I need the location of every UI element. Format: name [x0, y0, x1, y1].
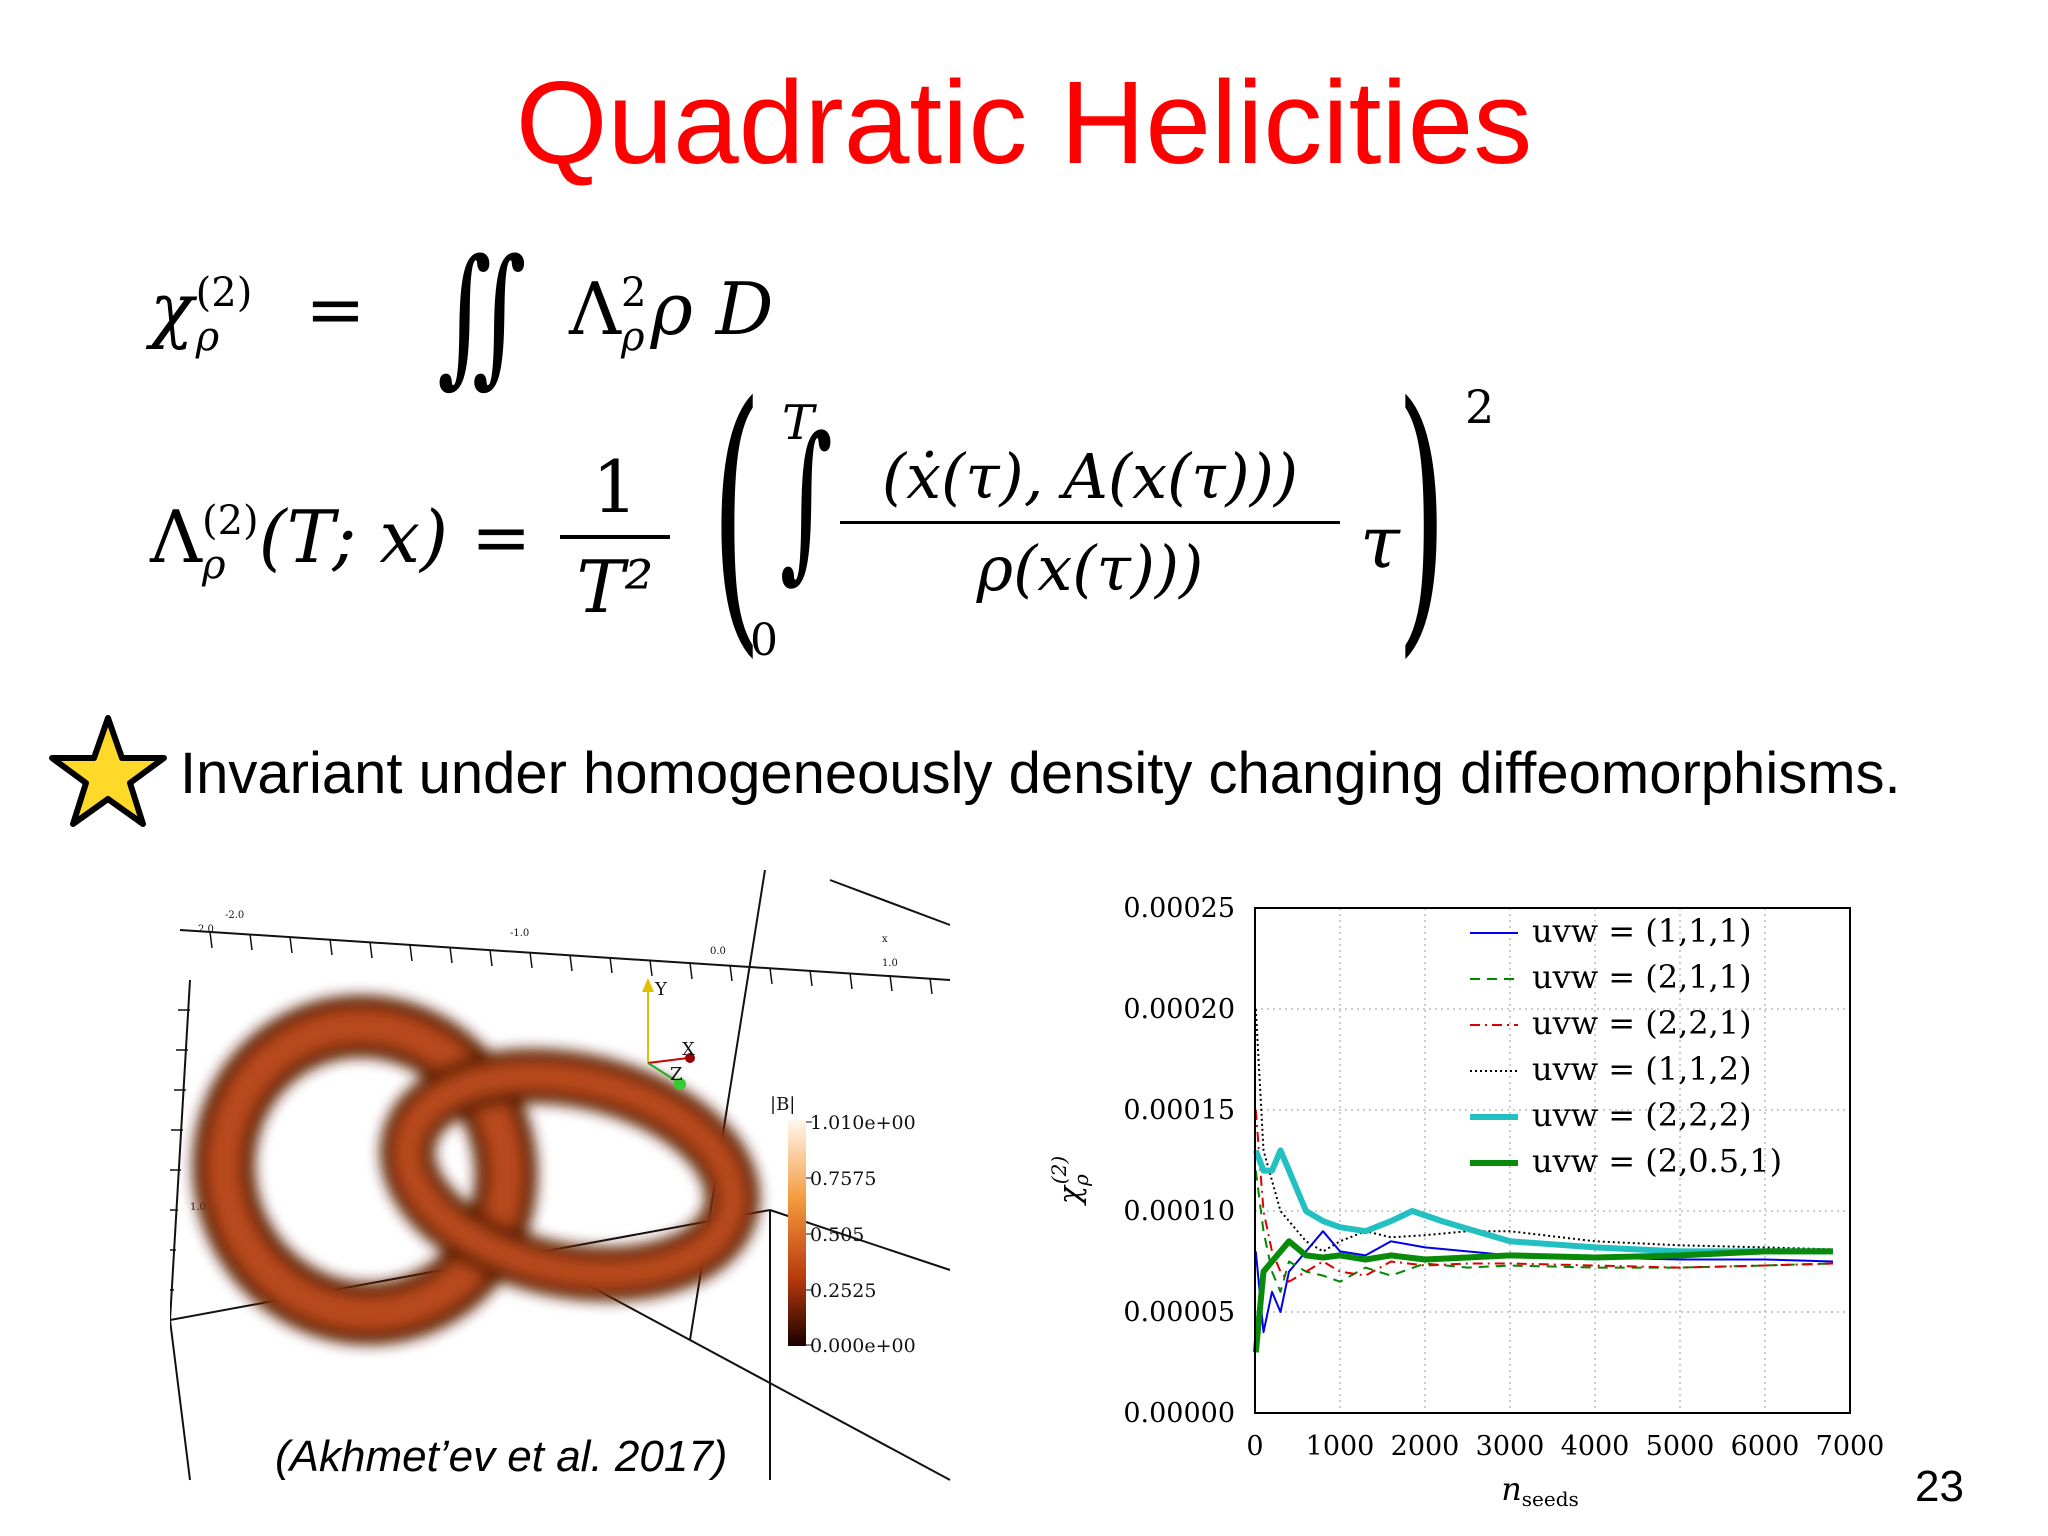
linked-tori: [192, 995, 760, 1345]
x-axis-label: nseeds: [1501, 1470, 1579, 1511]
y-tick-label: 0.00025: [1123, 893, 1235, 924]
colorbar-tick-3: 0.2525: [810, 1280, 876, 1302]
x-tick-label: 1000: [1306, 1431, 1375, 1462]
star-icon: [49, 715, 167, 827]
y-axis-label: χρ(2): [1047, 1156, 1093, 1206]
eq2-integral-lower: 0: [750, 615, 778, 666]
eq1-lhs-symbol: χ: [150, 267, 194, 351]
x-tick-label: 0: [1246, 1431, 1263, 1462]
y-tick-label: 0.00005: [1123, 1297, 1235, 1328]
triad-z-label: Z: [670, 1064, 683, 1085]
eq2-integral: T: [782, 395, 815, 451]
colorbar-tick-4: 0.000e+00: [810, 1335, 916, 1357]
eq1-body-sub: ρ: [621, 314, 645, 360]
x-tick-label: 5000: [1646, 1431, 1715, 1462]
convergence-chart: 0.00000 0.00005 0.00010 0.00015 0.00020 0.000…: [1047, 893, 1884, 1511]
series-line-2: [1254, 1109, 1834, 1283]
triad-y-label: Y: [654, 979, 668, 1000]
chart-legend: uvw = (1,1,1) uvw = (2,1,1) uvw = (2,2,1) u…: [1470, 912, 1782, 1180]
eq2-right-paren: ): [1396, 346, 1448, 683]
axis-label-1: -1.0: [510, 928, 529, 939]
y-tick-label: 0.00020: [1123, 994, 1235, 1025]
x-tick-label: 7000: [1816, 1431, 1885, 1462]
legend-entry: uvw = (2,1,1): [1532, 958, 1752, 996]
triad-x-label: X: [682, 1039, 695, 1060]
x-axis-ticks: 0 1000 2000 3000 4000 5000 6000 7000: [1246, 1431, 1884, 1462]
y-axis-ticks: 0.00000 0.00005 0.00010 0.00015 0.00020 0.000…: [1123, 893, 1235, 1429]
colorbar-tick-0: 1.010e+00: [810, 1112, 916, 1134]
series-line-1: [1254, 1170, 1834, 1293]
eq2-lhs-sub: ρ: [202, 542, 226, 588]
series-line-4: [1252, 1147, 1833, 1255]
y-tick-label: 0.00010: [1123, 1196, 1235, 1227]
eq2-lhs-symbol: Λ: [150, 495, 202, 579]
axis-label-4: 2.0: [198, 924, 214, 935]
eq2-frac-num: 1: [592, 445, 638, 529]
axis-ticks: [170, 931, 933, 1291]
axis-triad: Y X Z: [642, 978, 695, 1090]
y-tick-label: 0.00015: [1123, 1095, 1235, 1126]
eq1-double-integral: ∬: [437, 228, 527, 402]
torus-render-figure: -2.0 -1.0 0.0 1.0 2.0 x 1.0 Y X Z |B|: [170, 870, 951, 1481]
equation-lambda: Λ (2) ρ (T; x) = 1 T² ( ) T ∫ 0 (ẋ(τ), A(x(…: [150, 370, 1500, 700]
eq2-lhs-args: (T; x) =: [258, 495, 532, 579]
colorbar-title: |B|: [770, 1094, 795, 1115]
page-number: 23: [1915, 1462, 1964, 1511]
legend-entry: uvw = (2,2,1): [1532, 1004, 1752, 1042]
chart-series: [1252, 1008, 1834, 1353]
y-tick-label: 0.00000: [1123, 1398, 1235, 1429]
eq1-lhs-sup: (2): [195, 270, 253, 316]
eq2-frac-den: T²: [576, 545, 654, 629]
citation: (Akhmet’ev et al. 2017): [275, 1432, 728, 1481]
bullet-text: Invariant under homogeneously density ch…: [180, 741, 1901, 806]
legend-entry: uvw = (1,1,2): [1532, 1050, 1752, 1088]
legend-entry: uvw = (2,2,2): [1532, 1096, 1752, 1134]
eq2-left-paren: (: [711, 346, 763, 683]
eq2-inner-den: ρ(x(τ))): [976, 532, 1204, 605]
eq2-lhs-sup: (2): [202, 498, 259, 544]
eq1-body-sup: 2: [621, 270, 647, 316]
axis-label-3: 1.0: [882, 958, 898, 969]
eq1-body-symbol: Λ: [569, 267, 622, 351]
slide-title: Quadratic Helicities: [515, 57, 1533, 189]
x-tick-label: 3000: [1476, 1431, 1545, 1462]
eq2-inner-num: (ẋ(τ), A(x(τ))): [881, 440, 1299, 513]
eq2-integral-sign: ∫: [779, 401, 833, 599]
colorbar-tick-2: 0.505: [810, 1224, 864, 1246]
plot-frame: [1254, 907, 1851, 1414]
colorbar: |B| 1.010e+00 0.7575 0.505 0.2525 0.000e…: [770, 1094, 916, 1357]
legend-entry: uvw = (1,1,1): [1532, 912, 1752, 950]
axis-label-0: -2.0: [225, 910, 244, 921]
eq1-lhs-sub: ρ: [195, 314, 220, 360]
legend-entry: uvw = (2,0.5,1): [1532, 1142, 1782, 1180]
x-tick-label: 6000: [1731, 1431, 1800, 1462]
colorbar-tick-1: 0.7575: [810, 1168, 876, 1190]
series-line-5: [1252, 1238, 1833, 1353]
x-tick-label: 4000: [1561, 1431, 1630, 1462]
axis-label-2: 0.0: [710, 946, 726, 957]
eq1-body-rest: ρ D: [650, 267, 774, 351]
eq2-tail: τ: [1360, 500, 1400, 584]
x-tick-label: 2000: [1391, 1431, 1460, 1462]
axis-label-5: x: [882, 934, 888, 945]
eq2-power: 2: [1465, 380, 1495, 434]
